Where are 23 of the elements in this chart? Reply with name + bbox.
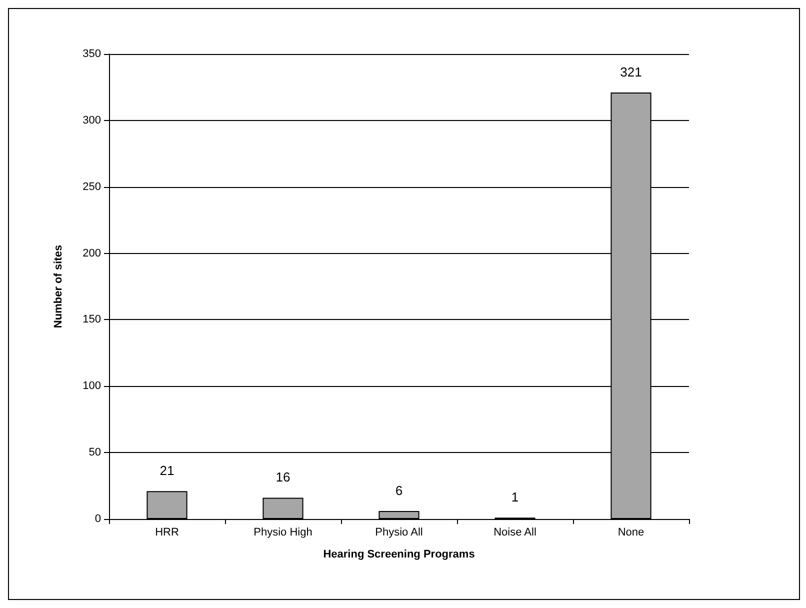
data-label: 16 xyxy=(276,470,290,485)
x-tick-label: None xyxy=(618,526,644,538)
y-axis-title: Number of sites xyxy=(52,244,64,328)
y-tick-label: 300 xyxy=(82,114,101,126)
data-label: 321 xyxy=(620,64,642,80)
x-tick-label: Physio High xyxy=(254,526,312,538)
bar xyxy=(146,491,188,519)
y-tick-label: 100 xyxy=(82,380,101,392)
y-tick-label: 150 xyxy=(82,314,101,326)
x-tick-label: Noise All xyxy=(494,526,536,538)
data-label: 21 xyxy=(160,463,174,478)
bar xyxy=(262,498,304,519)
bar xyxy=(378,511,420,519)
y-tick-label: 50 xyxy=(88,446,101,459)
data-label: 6 xyxy=(395,483,403,498)
y-tick-label: 250 xyxy=(82,180,101,193)
x-axis-title: Hearing Screening Programs xyxy=(323,548,475,560)
y-tick-label: 0 xyxy=(94,513,101,525)
x-tick-label: Physio All xyxy=(375,526,423,538)
y-tick-label: 200 xyxy=(82,247,101,260)
data-label: 1 xyxy=(511,490,519,505)
y-tick-label: 350 xyxy=(82,48,101,60)
x-tick-label: HRR xyxy=(155,526,179,538)
